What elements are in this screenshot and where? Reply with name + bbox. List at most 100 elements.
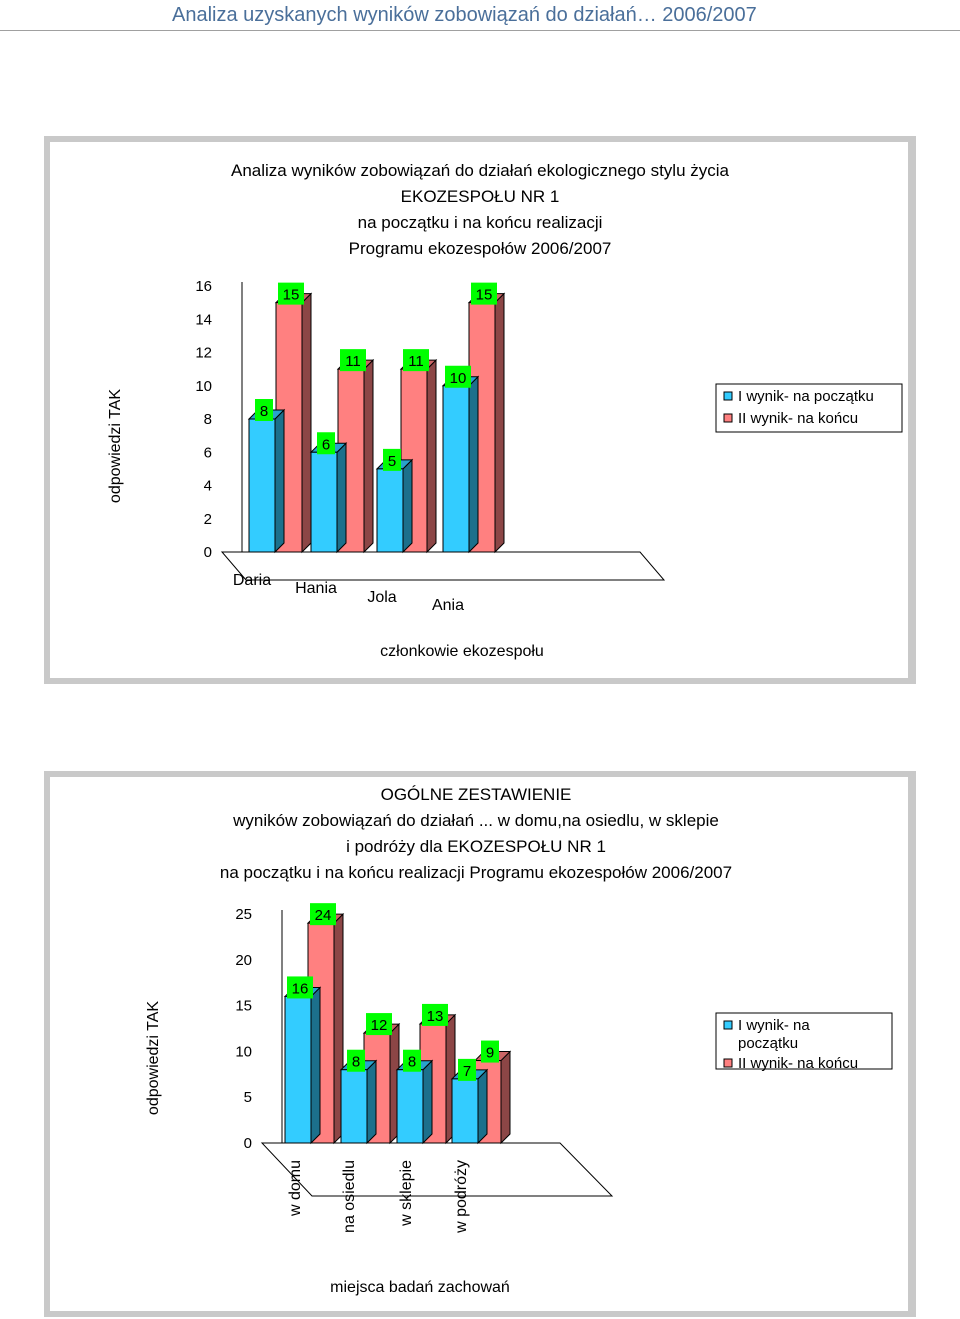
y-tick-label: 4 xyxy=(204,478,212,495)
data-label-box xyxy=(458,1058,476,1081)
legend-swatch xyxy=(723,1058,733,1068)
chart-1: Analiza wyników zobowiązań do działań ek… xyxy=(107,161,903,660)
y-tick-label: 0 xyxy=(204,544,212,561)
data-label-box xyxy=(317,432,335,455)
y-tick-label: 20 xyxy=(235,952,252,969)
data-label-box xyxy=(445,365,471,388)
y-tick-label: 5 xyxy=(244,1089,252,1106)
x-tick-label: Daria xyxy=(233,572,271,589)
legend-label: początku xyxy=(738,1035,798,1052)
bar-series-I-side xyxy=(274,408,285,554)
y-tick-label: 6 xyxy=(204,444,212,461)
data-label: 8 xyxy=(352,1054,360,1071)
data-label-box xyxy=(383,448,401,471)
x-axis-label: członkowie ekozespołu xyxy=(380,643,544,660)
x-tick-label: Jola xyxy=(367,589,396,606)
bar-series-II-side xyxy=(494,292,505,554)
y-tick-label: 12 xyxy=(195,345,212,362)
plot-floor xyxy=(260,1142,614,1197)
data-label: 15 xyxy=(283,287,300,304)
chart-1-title-line: Programu ekozespołów 2006/2007 xyxy=(349,239,612,258)
data-label-box xyxy=(340,349,366,372)
bar-series-I xyxy=(376,468,404,553)
y-tick-label: 2 xyxy=(204,511,212,528)
y-tick-label: 8 xyxy=(204,411,212,428)
data-label: 7 xyxy=(463,1063,471,1080)
y-tick-label: 10 xyxy=(195,378,212,395)
y-tick-label: 25 xyxy=(235,906,252,923)
y-tick-label: 15 xyxy=(235,998,252,1015)
bar-series-I xyxy=(248,418,276,553)
x-tick-label: w podróży xyxy=(453,1160,470,1234)
data-label-box xyxy=(255,399,273,421)
bar-series-I xyxy=(396,1069,424,1144)
bar-series-I xyxy=(310,451,338,553)
bar-series-I xyxy=(451,1078,479,1144)
chart-2-title-line: na początku i na końcu realizacji Progra… xyxy=(220,863,732,882)
chart-1-title-line: EKOZESPOŁU NR 1 xyxy=(401,187,560,206)
data-label-box xyxy=(403,349,429,372)
legend-swatch xyxy=(723,391,733,401)
data-label: 5 xyxy=(388,453,396,470)
data-label: 10 xyxy=(450,370,467,387)
chart-1-title-line: na początku i na końcu realizacji xyxy=(358,213,603,232)
data-label: 12 xyxy=(371,1017,388,1034)
bar-series-II-side xyxy=(500,1050,511,1145)
bar-series-I-side xyxy=(336,442,347,554)
bar-series-I xyxy=(340,1069,368,1144)
chart-2: OGÓLNE ZESTAWIENIE wyników zobowiązań do … xyxy=(145,785,893,1296)
y-axis-label: odpowiedzi TAK xyxy=(145,1001,162,1115)
page-title: Analiza uzyskanych wyników zobowiązań do… xyxy=(172,4,757,26)
y-tick-label: 16 xyxy=(195,278,212,295)
legend-swatch xyxy=(723,1020,733,1030)
bar-series-II-side xyxy=(363,358,374,554)
data-label: 15 xyxy=(476,287,493,304)
data-label-box xyxy=(403,1049,421,1072)
bar-series-I-side xyxy=(477,1068,488,1145)
y-tick-label: 14 xyxy=(195,311,212,328)
legend-box xyxy=(715,1012,893,1070)
data-label-box xyxy=(347,1049,365,1072)
plot-floor xyxy=(220,551,666,581)
bar-series-I-side xyxy=(366,1059,377,1145)
x-tick-label: na osiedlu xyxy=(341,1160,358,1233)
x-axis-label: miejsca badań zachowań xyxy=(330,1279,510,1296)
data-label: 6 xyxy=(322,436,330,453)
legend-label: II wynik- na końcu xyxy=(738,1055,858,1072)
legend-swatch xyxy=(723,413,733,423)
data-label-box xyxy=(422,1003,448,1026)
legend-label: II wynik- na końcu xyxy=(738,410,858,427)
data-label-box xyxy=(481,1040,499,1063)
data-label: 8 xyxy=(260,403,268,420)
bar-series-I-side xyxy=(422,1059,433,1145)
data-label: 24 xyxy=(315,907,332,924)
chart-2-title-line: wyników zobowiązań do działań ... w domu… xyxy=(232,811,719,830)
data-label: 11 xyxy=(408,353,424,370)
data-label-box xyxy=(366,1013,392,1036)
bar-series-I xyxy=(284,995,312,1144)
data-label-box xyxy=(278,282,304,305)
x-tick-label: w domu xyxy=(287,1160,304,1217)
bar-series-II-side xyxy=(426,358,437,554)
data-label-box xyxy=(287,976,313,999)
legend-box xyxy=(715,383,903,433)
x-tick-label: Ania xyxy=(432,597,464,614)
data-label: 11 xyxy=(345,353,361,370)
bar-series-I-side xyxy=(310,986,321,1145)
data-label: 8 xyxy=(408,1054,416,1071)
x-tick-label: w sklepie xyxy=(398,1160,415,1227)
data-label-box xyxy=(310,903,336,926)
chart-1-title-line: Analiza wyników zobowiązań do działań ek… xyxy=(231,161,730,180)
chart-2-title-line: i podróży dla EKOZESPOŁU NR 1 xyxy=(346,837,606,856)
y-tick-label: 0 xyxy=(244,1135,252,1152)
y-axis-label: odpowiedzi TAK xyxy=(107,389,124,503)
bar-series-I xyxy=(442,385,470,553)
data-label: 16 xyxy=(292,980,309,997)
bar-series-I-side xyxy=(402,458,413,554)
y-tick-label: 10 xyxy=(235,1043,252,1060)
data-label: 13 xyxy=(427,1008,444,1025)
legend-label: I wynik- na początku xyxy=(738,388,874,405)
legend-label: I wynik- na xyxy=(738,1017,810,1034)
bar-series-I-side xyxy=(468,375,479,554)
